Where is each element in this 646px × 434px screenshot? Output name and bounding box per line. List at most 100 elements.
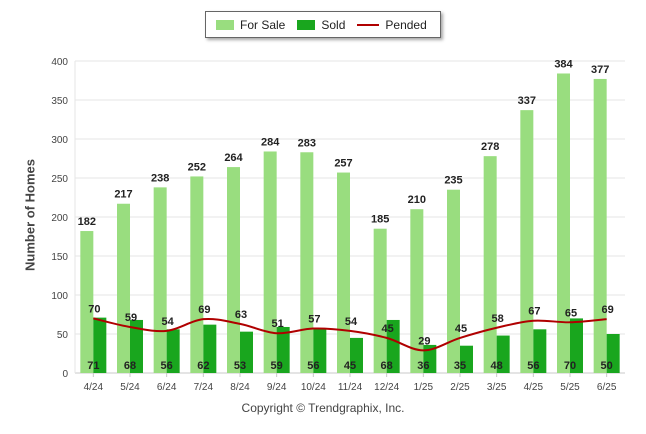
- bar-for-sale: [337, 172, 350, 373]
- bar-sold: [423, 344, 437, 373]
- bar-sold: [606, 334, 620, 373]
- y-tick-label: 100: [51, 291, 68, 302]
- data-label-for-sale: 235: [444, 175, 462, 187]
- y-tick-label: 300: [51, 135, 68, 146]
- bar-sold: [166, 329, 180, 373]
- data-label-sold: 62: [197, 360, 209, 372]
- legend-label-for-sale: For Sale: [240, 17, 286, 32]
- legend-swatch-for-sale: [216, 19, 234, 30]
- data-label-sold: 35: [454, 360, 466, 372]
- data-label-for-sale: 337: [518, 95, 536, 107]
- bar-for-sale: [447, 189, 460, 373]
- data-label-for-sale: 238: [151, 172, 169, 184]
- data-label-sold: 36: [417, 360, 429, 372]
- data-label-sold: 50: [601, 360, 613, 372]
- x-tick-label: 10/24: [301, 382, 326, 393]
- data-label-pended: 54: [345, 316, 358, 328]
- legend: For Sale Sold Pended: [205, 11, 441, 38]
- data-label-sold: 53: [234, 360, 246, 372]
- data-label-sold: 70: [564, 360, 576, 372]
- data-label-for-sale: 284: [261, 136, 280, 148]
- y-axis-label: Number of Homes: [22, 159, 38, 271]
- bar-for-sale: [557, 73, 570, 373]
- legend-item-sold: Sold: [297, 18, 345, 32]
- bar-for-sale: [410, 209, 424, 373]
- bar-for-sale: [520, 110, 534, 373]
- x-tick-label: 8/24: [230, 382, 250, 393]
- y-tick-label: 250: [51, 174, 68, 185]
- bar-for-sale: [263, 151, 277, 373]
- bar-for-sale: [117, 203, 130, 373]
- legend-label-sold: Sold: [321, 17, 346, 32]
- data-label-sold: 56: [307, 360, 319, 372]
- y-tick-label: 0: [62, 369, 68, 380]
- x-tick-label: 1/25: [414, 382, 434, 393]
- bar-sold: [570, 318, 583, 373]
- bar-for-sale: [227, 167, 240, 373]
- data-label-pended: 58: [492, 313, 504, 325]
- data-label-sold: 48: [491, 360, 503, 372]
- x-tick-label: 11/24: [338, 382, 363, 393]
- data-label-pended: 69: [198, 304, 210, 316]
- bar-for-sale: [153, 187, 167, 373]
- data-label-sold: 71: [87, 360, 99, 372]
- bar-sold: [130, 319, 143, 373]
- bar-for-sale: [593, 78, 607, 373]
- data-label-for-sale: 252: [188, 161, 206, 173]
- bar-sold: [350, 337, 363, 373]
- data-label-pended: 54: [162, 316, 175, 328]
- data-label-sold: 56: [527, 360, 539, 372]
- legend-label-pended: Pended: [385, 17, 427, 32]
- data-label-sold: 59: [271, 360, 283, 372]
- x-tick-label: 3/25: [487, 382, 507, 393]
- data-label-pended: 45: [455, 323, 467, 335]
- legend-line-pended: [357, 23, 380, 26]
- legend-item-pended: Pended: [357, 17, 427, 32]
- data-label-pended: 63: [235, 309, 247, 321]
- x-tick-label: 5/24: [120, 382, 140, 393]
- data-label-sold: 68: [381, 360, 393, 372]
- y-tick-label: 50: [57, 330, 69, 341]
- line-pended: [93, 317, 607, 352]
- x-tick-label: 9/24: [267, 382, 287, 393]
- bar-for-sale: [373, 228, 387, 373]
- data-label-for-sale: 185: [371, 214, 389, 226]
- data-label-for-sale: 264: [224, 152, 243, 164]
- bar-for-sale: [300, 152, 314, 373]
- data-label-pended: 67: [528, 306, 540, 318]
- bar-sold: [240, 331, 253, 373]
- bar-sold: [496, 335, 510, 373]
- data-label-for-sale: 278: [481, 141, 499, 153]
- bar-for-sale: [483, 156, 497, 373]
- data-label-for-sale: 182: [78, 216, 96, 228]
- data-label-for-sale: 283: [298, 137, 316, 149]
- data-label-pended: 45: [382, 323, 394, 335]
- bar-sold: [313, 329, 327, 373]
- x-tick-label: 6/25: [597, 382, 617, 393]
- data-label-for-sale: 210: [408, 194, 426, 206]
- bar-sold: [533, 329, 547, 373]
- x-tick-label: 5/25: [560, 382, 580, 393]
- bar-sold: [276, 326, 290, 373]
- data-label-sold: 68: [124, 360, 136, 372]
- y-tick-label: 400: [51, 57, 68, 68]
- x-tick-label: 12/24: [374, 382, 399, 393]
- y-tick-label: 200: [51, 213, 68, 224]
- data-label-sold: 45: [344, 360, 356, 372]
- bar-sold: [93, 317, 107, 373]
- data-label-pended: 69: [602, 304, 614, 316]
- x-tick-label: 4/24: [84, 382, 104, 393]
- data-label-pended: 57: [308, 314, 320, 326]
- data-label-for-sale: 384: [554, 58, 573, 70]
- data-label-for-sale: 217: [114, 189, 132, 201]
- x-tick-label: 2/25: [450, 382, 470, 393]
- x-tick-label: 6/24: [157, 382, 177, 393]
- bar-sold: [460, 345, 473, 373]
- data-label-pended: 51: [272, 318, 284, 330]
- data-label-pended: 59: [125, 312, 137, 324]
- data-label-for-sale: 377: [591, 64, 609, 76]
- legend-swatch-sold: [297, 19, 316, 30]
- legend-item-for-sale: For Sale: [216, 18, 285, 32]
- data-label-sold: 56: [161, 360, 173, 372]
